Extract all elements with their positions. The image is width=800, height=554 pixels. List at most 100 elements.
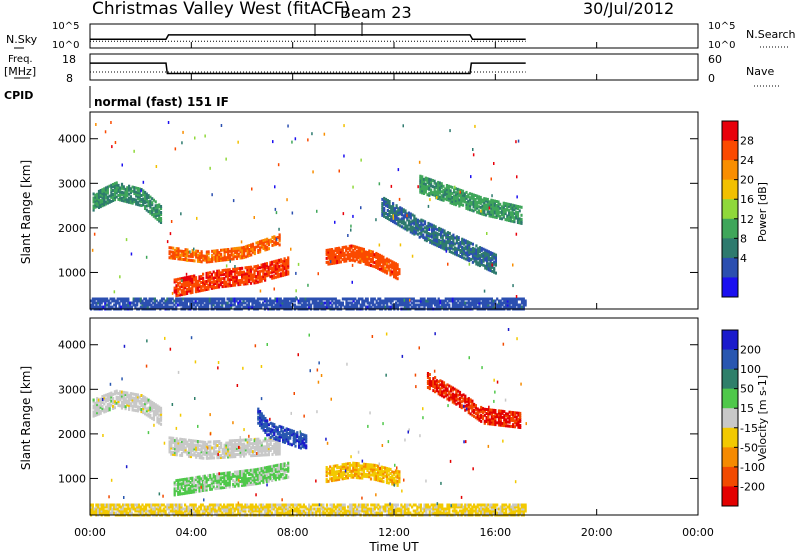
velocity-cell (246, 450, 249, 454)
power-cell (343, 253, 346, 257)
power-cell (456, 187, 459, 191)
power-cell (474, 303, 477, 307)
velocity-cell (278, 475, 281, 479)
power-cell (520, 219, 523, 223)
power-cell (196, 287, 199, 291)
power-cell (484, 266, 487, 270)
power-cell (458, 192, 461, 196)
power-cell (274, 261, 277, 265)
power-cell (96, 198, 99, 202)
power-cell (473, 255, 476, 259)
velocity-cell (172, 450, 175, 454)
power-cell (285, 262, 288, 266)
power-cell (449, 129, 451, 133)
power-cell (483, 201, 486, 205)
power-cell (269, 275, 272, 279)
power-cell (226, 305, 229, 309)
power-cell (484, 252, 487, 256)
power-cell (513, 208, 516, 212)
power-cell (428, 237, 430, 241)
power-cell (354, 297, 357, 301)
velocity-cell (260, 477, 263, 481)
velocity-cell (274, 474, 277, 478)
power-cell (413, 230, 416, 234)
power-cell (106, 201, 109, 205)
power-cell (209, 260, 212, 264)
power-cell (343, 257, 346, 261)
velocity-cell (359, 472, 362, 476)
power-cell (393, 207, 396, 211)
power-cell (357, 248, 360, 252)
power-cell (244, 266, 247, 270)
velocity-cell (385, 481, 389, 485)
velocity-cell (218, 450, 221, 453)
power-cell (424, 190, 427, 194)
power-cell (169, 297, 172, 301)
velocity-cell (259, 447, 262, 451)
power-cell (148, 301, 151, 305)
power-cell (513, 204, 516, 208)
power-cell (113, 290, 116, 294)
power-cell (253, 248, 256, 252)
power-cell (441, 301, 444, 305)
power-cell (216, 255, 219, 259)
power-cell (434, 225, 437, 229)
power-cell (117, 197, 120, 201)
velocity-cell (264, 468, 267, 472)
power-cell (381, 207, 384, 211)
power-colorbar-swatch (722, 257, 738, 278)
power-cell (512, 299, 515, 303)
velocity-cell (218, 440, 221, 443)
velocity-cell (364, 466, 367, 470)
power-cell (320, 303, 323, 307)
power-cell (375, 255, 378, 259)
power-cell (461, 245, 464, 249)
power-cell (203, 305, 206, 309)
power-cell (457, 238, 460, 242)
power-cell (263, 297, 266, 301)
power-cell (251, 305, 254, 309)
velocity-cell (196, 481, 199, 485)
power-cell (171, 297, 174, 301)
power-cell (235, 279, 238, 283)
power-cell (474, 208, 477, 212)
power-cell (513, 299, 516, 303)
velocity-cell (274, 444, 278, 448)
power-cell (403, 303, 407, 307)
velocity-cell (283, 476, 286, 480)
power-cell (204, 256, 207, 260)
power-cell (225, 274, 228, 278)
velocity-cell (140, 404, 143, 407)
power-cell (440, 182, 443, 186)
power-cell (432, 228, 435, 232)
velocity-cell (225, 449, 228, 453)
velocity-cell (255, 472, 258, 476)
power-cell (450, 242, 453, 246)
power-cell (111, 145, 113, 149)
power-cell (506, 206, 509, 210)
power-cell (164, 299, 167, 303)
velocity-cell (232, 443, 235, 447)
power-cell (265, 301, 268, 305)
power-cell (391, 264, 394, 268)
power-cell (415, 217, 418, 221)
power-cell (253, 271, 256, 275)
velocity-cell (262, 453, 265, 457)
power-cell (448, 297, 451, 301)
power-cell (431, 229, 434, 233)
power-cell (488, 204, 491, 208)
velocity-cell (234, 445, 237, 449)
power-cell (397, 223, 400, 227)
power-cell (235, 277, 238, 281)
power-cell (354, 245, 357, 249)
velocity-cell (251, 442, 255, 446)
power-cell (242, 282, 245, 286)
power-cell (473, 249, 476, 253)
power-cell (470, 251, 473, 255)
velocity-cell (184, 487, 187, 491)
power-cell (375, 299, 378, 303)
power-cell (366, 297, 369, 301)
velocity-cell (243, 452, 246, 456)
power-cell (370, 305, 373, 309)
velocity-cell (435, 383, 438, 387)
